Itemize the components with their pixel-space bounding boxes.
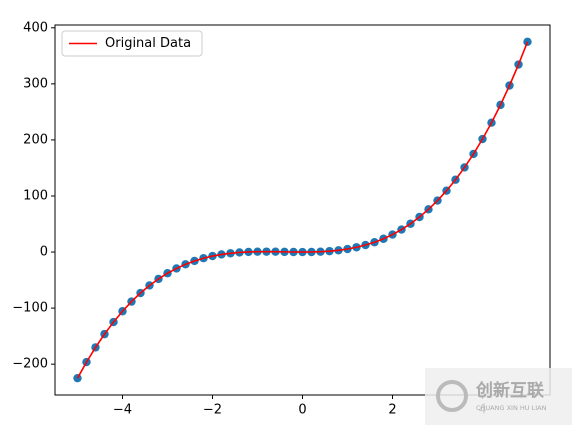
watermark-subtitle: CHUANG XIN HU LIAN [476,404,547,412]
y-tick-label: 200 [23,132,48,147]
y-tick-label: −200 [12,357,48,372]
legend-box [61,30,203,57]
watermark-title: 创新互联 [475,380,544,401]
y-tick-label: 300 [23,76,48,91]
x-tick-label: −2 [203,403,222,418]
y-tick-label: −100 [12,301,48,316]
plot-frame [54,24,551,396]
x-tick-label: 2 [388,403,396,418]
x-tick-label: 0 [298,403,306,418]
y-tick-label: 400 [23,20,48,35]
watermark-bg [425,368,572,425]
data-line [76,41,529,379]
legend-label: Original Data [105,36,191,51]
y-tick-label: 0 [40,245,48,260]
y-tick-label: 100 [23,188,48,203]
x-tick-label: −4 [113,403,132,418]
watermark-logo [436,380,468,412]
